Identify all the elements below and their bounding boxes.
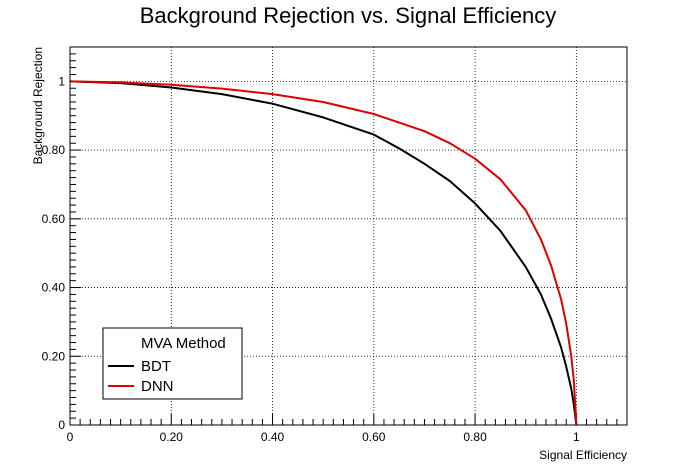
axes (69, 46, 628, 426)
x-tick-label-1: 0.20 (160, 430, 184, 444)
x-axis-label: Signal Efficiency (539, 448, 627, 462)
y-tick-label-0: 0 (58, 418, 65, 432)
chart-title: Background Rejection vs. Signal Efficien… (140, 3, 557, 28)
y-tick-label-1: 0.20 (42, 349, 66, 363)
y-tick-label-2: 0.40 (42, 281, 66, 295)
legend-label-dnn: DNN (141, 378, 174, 395)
plot-frame (69, 46, 628, 426)
tick-labels: 0 0.20 0.40 0.60 0.80 1 0 0.20 0.40 0.60 0.80 1 (42, 74, 580, 444)
x-tick-label-0: 0 (67, 430, 74, 444)
y-tick-label-4: 0.80 (42, 143, 66, 157)
series-line-bdt (69, 80, 578, 426)
legend: MVA Method BDT DNN (102, 327, 243, 400)
y-tick-label-5: 1 (58, 74, 65, 88)
x-tick-label-2: 0.40 (261, 430, 285, 444)
legend-title: MVA Method (141, 335, 226, 352)
x-tick-label-4: 0.80 (463, 430, 487, 444)
x-tick-label-5: 1 (573, 430, 580, 444)
x-tick-label-3: 0.60 (362, 430, 386, 444)
legend-box (102, 327, 243, 400)
series-lines (69, 80, 578, 426)
series-line-dnn (69, 80, 578, 426)
y-axis-label: Background Rejection (31, 47, 45, 164)
legend-label-bdt: BDT (141, 358, 171, 375)
y-tick-label-3: 0.60 (42, 212, 66, 226)
